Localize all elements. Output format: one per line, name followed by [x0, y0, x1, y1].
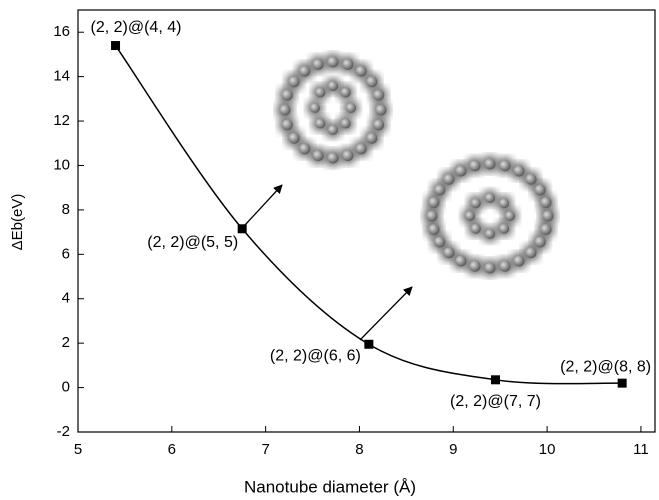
atom — [366, 133, 377, 144]
atom — [456, 165, 467, 176]
y-tick-label: -2 — [57, 423, 70, 440]
atom — [289, 76, 300, 87]
atom — [328, 125, 338, 135]
atom — [299, 66, 310, 77]
atom — [342, 150, 353, 161]
atom — [373, 90, 384, 101]
atom — [313, 150, 324, 161]
point-label: (2, 2)@(6, 6) — [270, 347, 361, 364]
atom — [485, 263, 496, 274]
atom — [434, 185, 445, 196]
x-tick-label: 6 — [168, 441, 176, 458]
x-tick-label: 7 — [261, 441, 269, 458]
atom — [469, 261, 480, 272]
atom — [500, 160, 511, 171]
atom — [505, 211, 515, 221]
data-point — [364, 340, 373, 349]
y-tick-label: 8 — [62, 201, 70, 218]
atom — [443, 174, 454, 185]
atom — [328, 153, 339, 164]
y-tick-label: 14 — [53, 68, 70, 85]
y-tick-label: 16 — [53, 23, 70, 40]
atom — [543, 211, 554, 222]
atom — [341, 87, 351, 97]
arrow — [245, 185, 282, 225]
y-tick-label: 4 — [62, 290, 70, 307]
x-axis-label: Nanotube diameter (Å) — [244, 477, 416, 496]
y-tick-label: 12 — [53, 112, 70, 129]
atom — [427, 211, 438, 222]
atom — [535, 185, 546, 196]
atom — [526, 174, 537, 185]
y-tick-label: 2 — [62, 334, 70, 351]
atom — [313, 59, 324, 70]
atom — [485, 193, 495, 203]
atom — [499, 224, 509, 234]
atom — [280, 105, 291, 116]
atom — [535, 237, 546, 248]
y-tick-label: 6 — [62, 245, 70, 262]
atom — [434, 237, 445, 248]
atom — [282, 90, 293, 101]
x-tick-label: 10 — [539, 441, 556, 458]
data-point — [491, 375, 500, 384]
x-tick-label: 9 — [449, 441, 457, 458]
atom — [465, 211, 475, 221]
point-label: (2, 2)@(4, 4) — [91, 19, 182, 36]
atom — [471, 198, 481, 208]
atom — [356, 143, 367, 154]
x-tick-label: 11 — [633, 441, 649, 458]
chart: Nanotube diameter (Å) ΔEb(eV) 5 6 7 8 9 10 11 -… — [0, 0, 659, 500]
x-tick-label: 5 — [74, 441, 82, 458]
atom — [499, 198, 509, 208]
atom — [428, 197, 439, 208]
atom — [428, 224, 439, 235]
x-tick-label: 8 — [355, 441, 363, 458]
atom — [456, 256, 467, 267]
atom — [341, 119, 351, 129]
y-tick-label: 10 — [53, 156, 70, 173]
atom — [514, 256, 525, 267]
atom — [328, 81, 338, 91]
molecule-insets — [277, 54, 557, 277]
point-label: (2, 2)@(8, 8) — [560, 358, 651, 375]
y-tick-label: 0 — [62, 379, 70, 396]
atom — [289, 133, 300, 144]
atom — [469, 160, 480, 171]
atom — [373, 119, 384, 130]
atom — [299, 143, 310, 154]
atom — [485, 159, 496, 170]
arrow — [360, 287, 412, 340]
atom — [541, 224, 552, 235]
point-label: (2, 2)@(7, 7) — [450, 393, 541, 410]
atom — [443, 247, 454, 258]
atom — [310, 103, 320, 113]
y-axis-label: ΔEb(eV) — [9, 194, 26, 251]
atom — [514, 165, 525, 176]
atom — [500, 261, 511, 272]
atom — [328, 57, 339, 68]
data-point — [238, 224, 247, 233]
atom — [376, 105, 387, 116]
atom — [366, 76, 377, 87]
point-label: (2, 2)@(5, 5) — [147, 234, 238, 251]
atom — [471, 224, 481, 234]
atom — [342, 59, 353, 70]
atom — [315, 87, 325, 97]
atom — [356, 66, 367, 77]
data-point — [618, 379, 627, 388]
atom — [346, 103, 356, 113]
atom — [282, 119, 293, 130]
atom — [526, 247, 537, 258]
atom — [485, 229, 495, 239]
atom — [541, 197, 552, 208]
atom — [315, 119, 325, 129]
data-point — [111, 41, 120, 50]
